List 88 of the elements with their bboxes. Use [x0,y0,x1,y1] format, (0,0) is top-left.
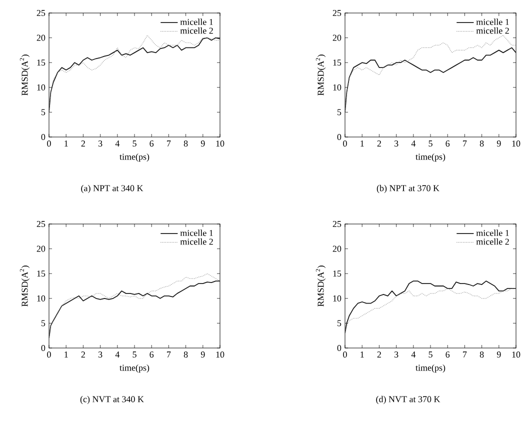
text: (a) NPT at 340 K [81,184,144,194]
x-tick-label: 6 [446,140,450,147]
y-tick-label: 20 [36,34,46,41]
x-tick-label: 5 [428,140,432,147]
x-tick-label: 4 [115,140,120,146]
x-tick-label: 8 [480,352,484,358]
y-tick-label: 15 [333,60,342,66]
y-tick-label: 15 [37,270,46,277]
x-tick-label: 2 [81,140,85,146]
x-tick-label: 10 [512,140,520,147]
y-tick-label: 15 [37,60,46,66]
y-axis-title: RMSD(A$^{2}$) [20,54,30,96]
x-tick-label: 10 [216,352,224,358]
y-tick-label: 25 [36,220,46,228]
y-tick-label: 15 [333,270,342,277]
x-tick-label: 8 [184,140,188,147]
x-axis-title: time(ps) [416,153,446,162]
x-tick-label: 2 [377,352,381,358]
x-tick-label: 8 [480,140,484,147]
x-tick-label: 8 [184,352,188,358]
x-tick-label: 9 [200,140,205,147]
legend-label: micelle 1 [180,18,213,26]
x-tick-label: 4 [411,140,416,146]
legend-label: micelle 2 [476,27,509,34]
y-tick-label: 10 [37,295,46,302]
x-tick-label: 10 [216,140,224,147]
y-tick-label: 10 [333,84,342,90]
x-tick-label: 2 [377,140,381,146]
y-tick-label: 5 [337,320,342,326]
text: (c) NVT at 340 K [80,396,144,404]
x-tick-label: 0 [47,352,51,358]
y-tick-label: 20 [332,246,342,252]
x-tick-label: 3 [394,140,398,147]
x-tick-label: 7 [463,352,467,358]
y-axis-title: RMSD(A$^{2}$) [316,54,326,96]
y-tick-label: 25 [36,10,46,16]
legend-label: micelle 1 [180,230,213,236]
x-tick-label: 1 [360,140,364,146]
x-tick-label: 5 [428,352,432,358]
y-tick-label: 0 [337,344,342,352]
y-tick-label: 20 [332,34,342,41]
x-tick-label: 3 [98,140,102,147]
x-tick-label: 1 [360,352,364,358]
y-tick-label: 25 [332,10,342,16]
x-tick-label: 9 [200,352,205,358]
x-tick-label: 6 [150,352,154,358]
x-tick-label: 3 [98,352,102,358]
x-tick-label: 3 [394,352,398,358]
legend-label: micelle 2 [180,238,213,245]
y-tick-label: 5 [337,109,342,116]
y-axis-title: RMSD(A$^{2}$) [316,266,326,306]
y-tick-label: 0 [41,134,46,140]
legend-label: micelle 2 [476,238,509,245]
y-tick-label: 0 [337,134,342,140]
text: (b) NPT at 370 K [376,184,440,194]
x-tick-label: 6 [446,352,450,358]
y-tick-label: 20 [36,246,46,252]
x-tick-label: 7 [167,140,171,146]
x-tick-label: 1 [64,140,68,146]
x-tick-label: 10 [512,352,520,358]
x-axis-title: time(ps) [120,364,150,373]
y-tick-label: 25 [332,220,342,228]
x-tick-label: 0 [47,140,51,147]
legend-label: micelle 2 [180,27,213,34]
x-tick-label: 0 [343,140,347,147]
x-tick-label: 5 [132,352,136,358]
y-tick-label: 10 [333,295,342,302]
y-tick-label: 10 [37,84,46,90]
legend-label: micelle 1 [476,18,509,26]
x-tick-label: 9 [496,352,501,358]
x-axis-title: time(ps) [416,364,446,373]
x-tick-label: 7 [463,140,467,146]
y-axis-title: RMSD(A$^{2}$) [20,266,30,306]
x-tick-label: 9 [496,140,501,147]
legend-label: micelle 1 [476,230,509,236]
x-tick-label: 1 [64,352,68,358]
x-tick-label: 2 [81,352,85,358]
y-tick-label: 5 [41,320,46,326]
x-tick-label: 4 [411,352,416,358]
y-tick-label: 0 [41,344,46,352]
y-tick-label: 5 [41,109,46,116]
x-axis-title: time(ps) [120,153,150,162]
x-tick-label: 5 [132,140,136,147]
text: (d) NVT at 370 K [376,396,440,404]
x-tick-label: 6 [150,140,154,147]
x-tick-label: 4 [115,352,120,358]
x-tick-label: 7 [167,352,171,358]
x-tick-label: 0 [343,352,347,358]
